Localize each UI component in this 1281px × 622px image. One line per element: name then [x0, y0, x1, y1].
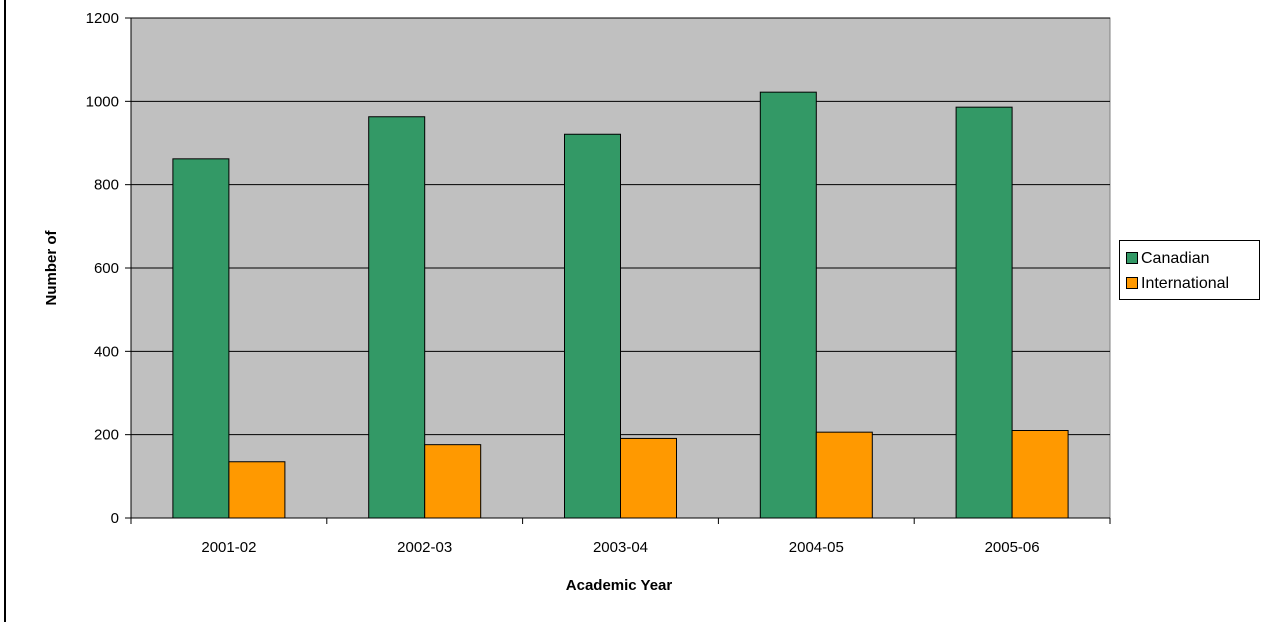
bar-canadian-2002-03 — [368, 116, 426, 519]
x-tick-label: 2004-05 — [789, 539, 844, 556]
bar-international-2001-02 — [228, 461, 286, 519]
bar-canadian-2005-06 — [955, 106, 1013, 519]
legend-swatch-international — [1126, 276, 1138, 289]
bar-international-2003-04 — [620, 437, 677, 519]
x-tick-label: 2002-03 — [397, 539, 452, 556]
bar-canadian-2003-04 — [564, 133, 621, 519]
legend-item-international: International — [1126, 274, 1229, 294]
legend-item-canadian: Canadian — [1126, 249, 1210, 269]
y-tick-label: 200 — [94, 427, 119, 444]
x-axis-title: Academic Year — [566, 577, 673, 594]
bar-canadian-2004-05 — [759, 91, 817, 519]
plot-area — [130, 17, 1111, 519]
x-tick-label: 2005-06 — [985, 539, 1040, 556]
y-axis-title: Number of — [43, 229, 60, 305]
axes: 0 200 400 600 800 1000 1200 2001-02 2002-03 2003-… — [86, 10, 1111, 556]
x-tick-label: 2001-02 — [201, 539, 256, 556]
y-tick-label: 400 — [94, 343, 119, 360]
y-tick-label: 800 — [94, 177, 119, 194]
x-tick-label: 2003-04 — [593, 539, 648, 556]
y-tick-label: 0 — [111, 510, 119, 527]
frame-left-border — [4, 0, 6, 622]
y-tick-label: 600 — [94, 260, 119, 277]
y-tick-label: 1200 — [86, 10, 119, 27]
bar-international-2005-06 — [1011, 430, 1069, 519]
legend-swatch-canadian — [1126, 251, 1138, 264]
bar-international-2004-05 — [815, 431, 873, 519]
bar-international-2002-03 — [424, 444, 482, 519]
legend-label-canadian: Canadian — [1141, 250, 1210, 267]
legend-label-international: International — [1141, 275, 1230, 292]
y-tick-label: 1000 — [86, 93, 119, 110]
chart-legend: Canadian International — [1119, 240, 1260, 300]
bar-canadian-2001-02 — [172, 158, 230, 519]
